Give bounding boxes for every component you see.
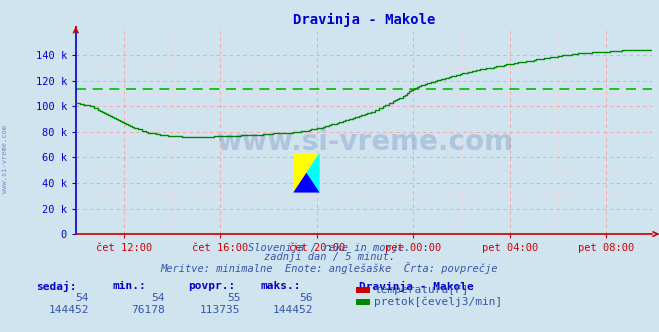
Polygon shape [306,153,320,193]
Text: pretok[čevelj3/min]: pretok[čevelj3/min] [374,297,503,307]
Text: 54: 54 [152,293,165,303]
Text: 55: 55 [227,293,241,303]
Title: Dravinja - Makole: Dravinja - Makole [293,13,436,27]
Text: 76178: 76178 [131,305,165,315]
Text: Dravinja - Makole: Dravinja - Makole [359,281,474,291]
Text: 54: 54 [76,293,89,303]
Text: maks.:: maks.: [260,281,301,290]
Text: Slovenija / reke in morje.: Slovenija / reke in morje. [248,243,411,253]
Text: 113735: 113735 [200,305,241,315]
Text: 56: 56 [300,293,313,303]
Text: 144452: 144452 [273,305,313,315]
Text: Meritve: minimalne  Enote: anglešaške  Črta: povprečje: Meritve: minimalne Enote: anglešaške Črt… [161,262,498,274]
Text: zadnji dan / 5 minut.: zadnji dan / 5 minut. [264,252,395,262]
Text: www.si-vreme.com: www.si-vreme.com [2,125,9,193]
Text: min.:: min.: [112,281,146,290]
Text: www.si-vreme.com: www.si-vreme.com [215,128,513,156]
Text: temperatura[F]: temperatura[F] [374,285,469,295]
Text: 144452: 144452 [49,305,89,315]
Polygon shape [293,173,320,193]
Polygon shape [293,153,320,193]
Text: povpr.:: povpr.: [188,281,235,290]
Text: sedaj:: sedaj: [36,281,76,291]
